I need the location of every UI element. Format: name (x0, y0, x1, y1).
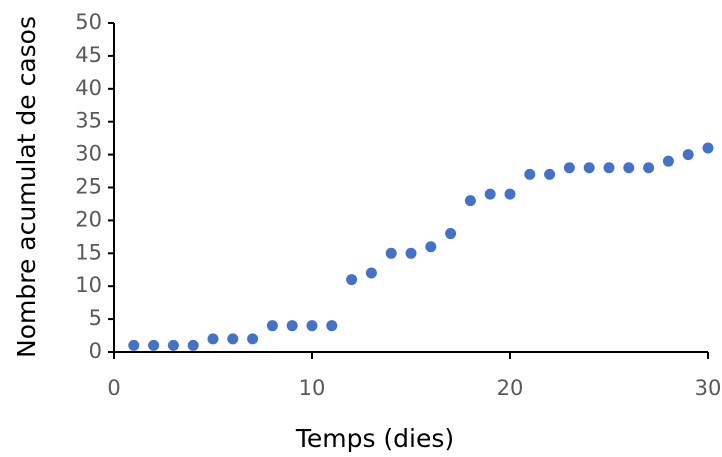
point (207, 333, 219, 345)
point (365, 267, 377, 279)
y-axis-title: Nombre acumulat de casos (12, 16, 41, 358)
point (544, 168, 556, 180)
point (187, 339, 199, 351)
y-tick-label: 45 (75, 43, 102, 67)
x-axis-title: Temps (dies) (295, 424, 454, 453)
point (405, 247, 417, 259)
y-tick-label: 30 (75, 142, 102, 166)
point (346, 274, 358, 286)
point (128, 339, 140, 351)
y-tick-label: 0 (89, 339, 102, 363)
point (484, 188, 496, 200)
point (524, 168, 536, 180)
x-tick-label: 20 (497, 376, 524, 400)
point (623, 162, 635, 174)
point (643, 162, 655, 174)
point (247, 333, 259, 345)
point (425, 241, 437, 253)
y-tick-label: 25 (75, 175, 102, 199)
y-tick-label: 35 (75, 109, 102, 133)
point (603, 162, 615, 174)
y-tick-label: 15 (75, 240, 102, 264)
y-tick-label: 10 (75, 273, 102, 297)
point (227, 333, 239, 345)
point (464, 195, 476, 207)
point (385, 247, 397, 259)
point (266, 320, 278, 332)
point (286, 320, 298, 332)
point (445, 228, 457, 240)
x-tick-label: 10 (299, 376, 326, 400)
point (682, 149, 694, 161)
point (583, 162, 595, 174)
point (702, 142, 714, 154)
point (563, 162, 575, 174)
point (148, 339, 160, 351)
point (662, 155, 674, 167)
y-tick-label: 20 (75, 207, 102, 231)
point (306, 320, 318, 332)
point (167, 339, 179, 351)
y-tick-label: 5 (89, 306, 102, 330)
x-tick-label: 0 (107, 376, 120, 400)
x-tick-label: 30 (695, 376, 722, 400)
y-tick-label: 50 (75, 10, 102, 34)
point (326, 320, 338, 332)
y-tick-label: 40 (75, 76, 102, 100)
point (504, 188, 516, 200)
